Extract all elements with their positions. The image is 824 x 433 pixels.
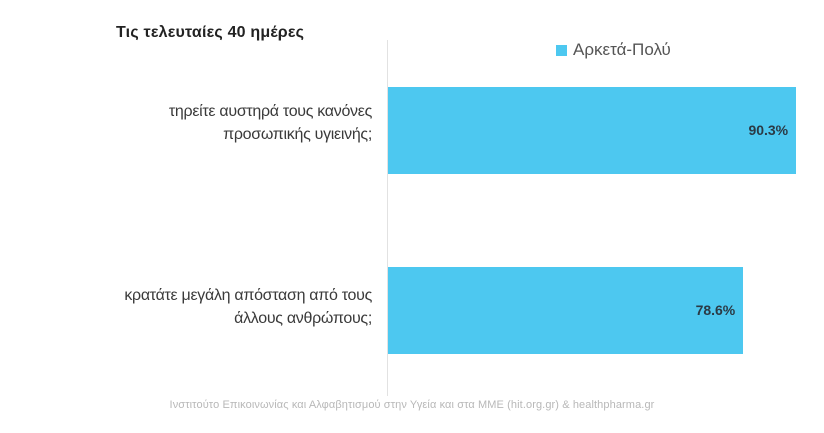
chart-title: Τις τελευταίες 40 ημέρες: [116, 24, 305, 41]
category-label-line: κρατάτε μεγάλη απόσταση από τους: [124, 287, 372, 304]
category-label-line: προσωπικής υγιεινής;: [223, 126, 372, 143]
legend-label: Αρκετά-Πολύ: [573, 40, 671, 59]
category-axis-line: [387, 40, 388, 396]
legend: Αρκετά-Πολύ: [556, 40, 671, 60]
source-note: Ινστιτούτο Επικοινωνίας και Αλφαβητισμού…: [169, 399, 655, 411]
category-label-1: τηρείτε αυστηρά τους κανόνες προσωπικής υ…: [12, 100, 372, 146]
bar-value-label-1: 90.3%: [748, 121, 789, 138]
category-label-line: τηρείτε αυστηρά τους κανόνες: [168, 103, 372, 120]
legend-swatch: [556, 44, 567, 56]
category-label-2: κρατάτε μεγάλη απόσταση από τους άλλους α…: [12, 284, 372, 330]
bar-1: [388, 87, 797, 174]
bar-2: [388, 267, 744, 354]
bar-value-label-2: 78.6%: [695, 301, 736, 318]
category-label-line: άλλους ανθρώπους;: [234, 310, 372, 327]
